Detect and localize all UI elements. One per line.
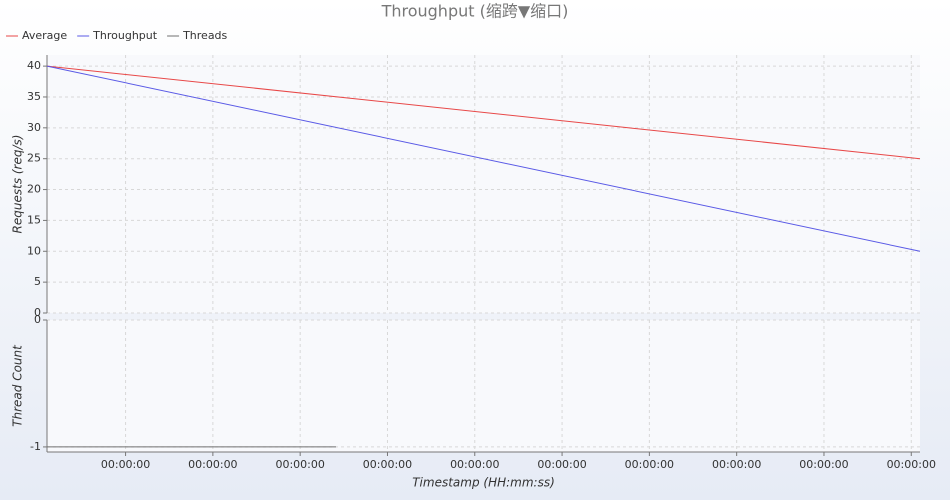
x-tick-label: 00:00:00 — [275, 458, 324, 471]
legend-label: Throughput — [92, 29, 158, 42]
x-tick-label: 00:00:00 — [101, 458, 150, 471]
series-line — [46, 65, 921, 160]
y-tick-label: 0 — [34, 313, 41, 326]
y-tick-label: 10 — [27, 244, 41, 257]
y-tick-label: 20 — [27, 183, 41, 196]
y-axis-label: Requests (req/s) — [11, 135, 25, 234]
legend-label: Average — [22, 29, 67, 42]
x-tick-label: 00:00:00 — [712, 458, 761, 471]
series-line — [46, 65, 921, 252]
y-tick-label: 5 — [34, 275, 41, 288]
y-tick-label: 25 — [27, 152, 41, 165]
x-axis-label: Timestamp (HH:mm:ss) — [412, 476, 555, 490]
plot-area — [47, 55, 920, 313]
legend-label: Threads — [182, 29, 227, 42]
y-tick-label: 30 — [27, 121, 41, 134]
x-tick-label: 00:00:00 — [887, 458, 936, 471]
y-tick-label: -1 — [30, 440, 41, 453]
x-tick-label: 00:00:00 — [188, 458, 237, 471]
plot-area — [47, 320, 920, 452]
x-tick-label: 00:00:00 — [799, 458, 848, 471]
y-tick-label: 0 — [34, 306, 41, 319]
x-tick-label: 00:00:00 — [537, 458, 586, 471]
y-tick-label: 15 — [27, 213, 41, 226]
chart-title: Throughput (缩跨▼缩口) — [381, 2, 569, 21]
y-tick-label: 35 — [27, 90, 41, 103]
y-tick-label: 40 — [27, 59, 41, 72]
x-tick-label: 00:00:00 — [363, 458, 412, 471]
x-tick-label: 00:00:00 — [450, 458, 499, 471]
y-axis-label: Thread Count — [11, 344, 25, 427]
x-tick-label: 00:00:00 — [625, 458, 674, 471]
